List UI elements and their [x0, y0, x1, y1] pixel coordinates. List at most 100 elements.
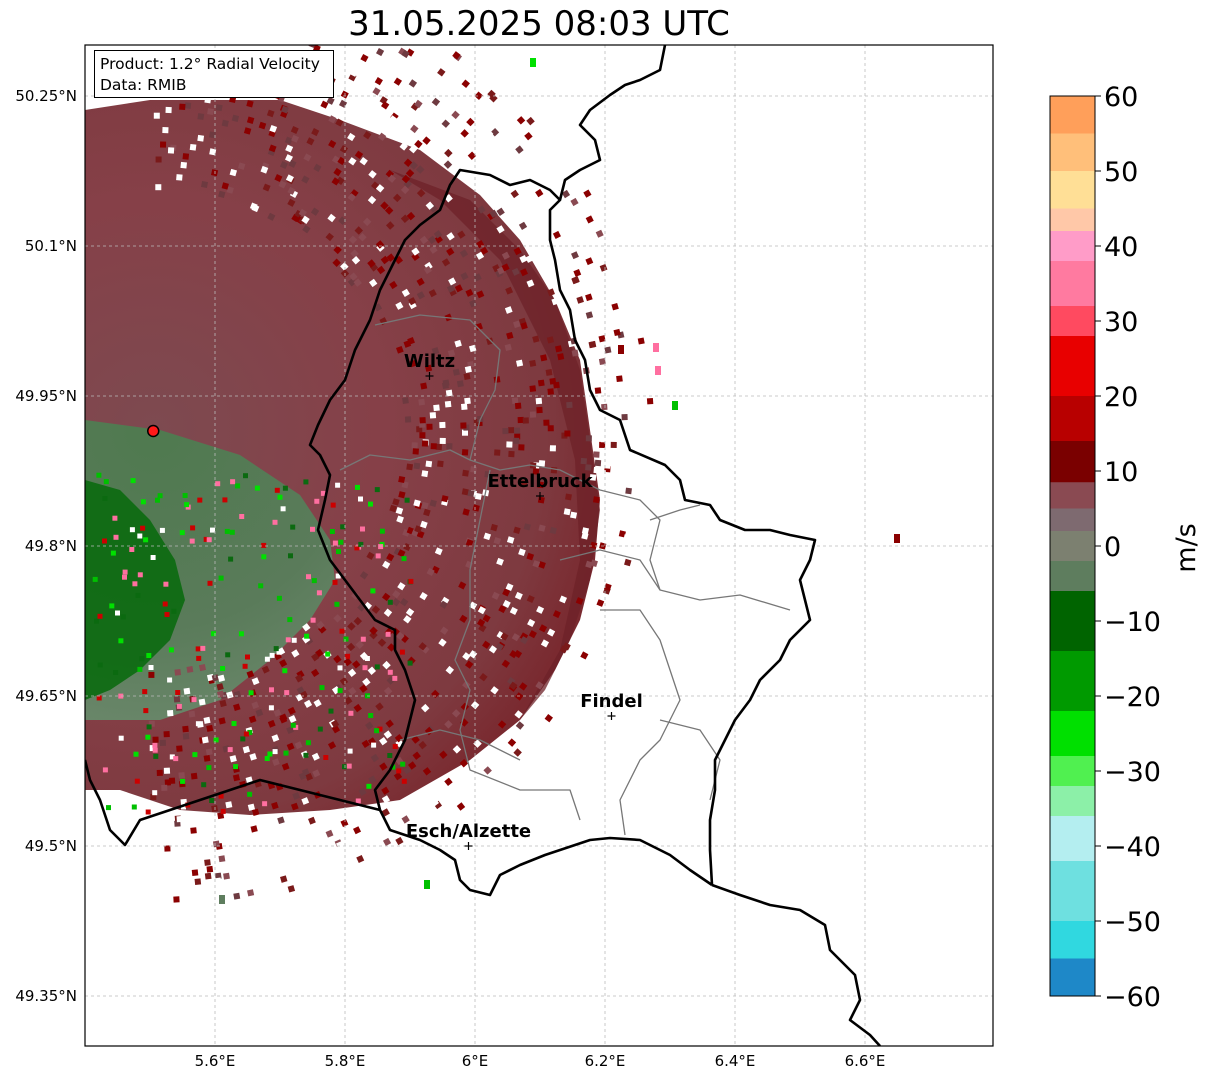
echo-gate: [169, 754, 175, 760]
echo-gate: [565, 289, 574, 298]
echo-gate: [248, 690, 254, 696]
echo-gate: [408, 761, 417, 770]
echo-gate: [519, 254, 528, 263]
echo-gate: [585, 215, 594, 224]
echo-gate: [353, 278, 362, 287]
echo-gate: [418, 642, 427, 651]
echo-gate: [94, 618, 99, 624]
echo-gate: [402, 397, 409, 404]
city-label: Esch/Alzette: [406, 821, 531, 842]
echo-gate: [411, 252, 420, 262]
echo-gate: [423, 508, 431, 517]
echo-gate: [385, 719, 394, 728]
echo-gate: [393, 772, 403, 781]
echo-gate: [233, 690, 242, 699]
echo-gate: [371, 605, 381, 614]
echo-gate: [219, 895, 225, 904]
echo-gate: [381, 101, 390, 110]
echo-gate: [429, 245, 438, 254]
echo-gate: [109, 603, 115, 609]
echo-gate: [408, 297, 417, 306]
echo-gate: [209, 148, 217, 156]
echo-gate: [395, 507, 404, 515]
echo-gate: [379, 762, 388, 771]
echo-gate: [262, 801, 268, 807]
canton-border: [339, 449, 471, 471]
echo-gate: [446, 791, 456, 801]
echo-gate: [582, 282, 591, 291]
echo-gate: [457, 230, 466, 239]
echo-gate: [411, 247, 420, 256]
echo-gate: [140, 525, 146, 531]
echo-gate: [386, 221, 395, 230]
echo-gate: [248, 715, 257, 724]
echo-gate: [301, 797, 310, 805]
echo-gate: [278, 180, 287, 189]
product-info-box: Product: 1.2° Radial Velocity Data: RMIB: [94, 50, 334, 98]
echo-gate: [618, 433, 625, 440]
echo-gate: [518, 548, 526, 557]
echo-gate: [458, 581, 467, 590]
echo-gate: [340, 524, 346, 530]
echo-gate: [336, 549, 341, 554]
colorbar-band: [1050, 336, 1095, 397]
echo-gate: [461, 449, 469, 456]
echo-gate: [229, 168, 238, 177]
echo-gate: [523, 523, 531, 531]
echo-gate: [616, 369, 624, 377]
echo-gate: [319, 685, 325, 691]
echo-gate: [505, 583, 514, 592]
echo-gate: [381, 808, 390, 817]
echo-gate: [593, 451, 600, 458]
echo-gate: [290, 802, 299, 811]
echo-gate: [150, 555, 156, 560]
echo-gate: [264, 656, 270, 662]
echo-gate: [540, 639, 550, 648]
echo-gate: [517, 416, 524, 424]
echo-gate: [404, 497, 410, 503]
echo-gate: [496, 557, 504, 566]
echo-gate: [203, 536, 209, 542]
echo-gate: [459, 614, 468, 623]
echo-gate: [387, 643, 396, 652]
echo-gate: [237, 162, 246, 170]
colorbar-band: [1050, 396, 1095, 442]
echo-gate: [418, 740, 427, 750]
echo-gate: [368, 713, 374, 718]
echo-gate: [444, 400, 452, 408]
echo-gate: [191, 869, 199, 876]
echo-gate: [401, 288, 410, 297]
echo-gate: [220, 808, 226, 814]
echo-gate: [280, 875, 288, 883]
echo-gate: [559, 595, 568, 604]
echo-gate: [547, 288, 555, 297]
echo-gate: [168, 647, 174, 653]
echo-gate: [637, 337, 645, 345]
echo-gate: [358, 541, 364, 547]
echo-gate: [529, 359, 537, 367]
echo-gate: [267, 719, 276, 728]
echo-gate: [538, 561, 546, 569]
echo-gate: [606, 370, 614, 378]
echo-gate: [213, 737, 219, 743]
colorbar-tick-label: 20: [1104, 382, 1138, 413]
echo-gate: [359, 571, 369, 580]
echo-gate: [360, 54, 369, 63]
echo-gate: [247, 889, 255, 897]
echo-gate: [306, 137, 315, 146]
strong-inbound-core: [85, 480, 185, 700]
echo-gate: [145, 802, 151, 808]
echo-gate: [646, 397, 654, 405]
echo-gate: [383, 686, 393, 696]
echo-gate: [188, 710, 196, 718]
echo-gate: [547, 628, 556, 637]
echo-gate: [247, 729, 253, 735]
lon-tick-label: 6°E: [462, 1052, 489, 1070]
echo-gate: [258, 121, 267, 130]
echo-gate: [303, 479, 309, 485]
echo-gate: [356, 854, 365, 863]
echo-gate: [380, 255, 390, 265]
colorbar-band: [1050, 208, 1095, 232]
echo-gate: [269, 124, 278, 133]
